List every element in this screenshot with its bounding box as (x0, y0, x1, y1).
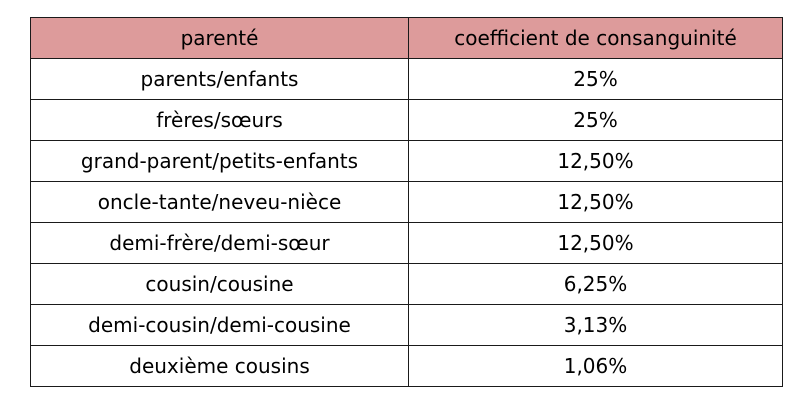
coefficient-cell: 12,50% (408, 181, 783, 223)
table-row: demi-cousin/demi-cousine 3,13% (30, 304, 783, 346)
coefficient-cell: 25% (408, 58, 783, 100)
consanguinity-table-container: parenté coefficient de consanguinité par… (30, 17, 783, 387)
kinship-cell: demi-cousin/demi-cousine (30, 304, 409, 346)
coefficient-cell: 12,50% (408, 140, 783, 182)
table-header: parenté coefficient de consanguinité (30, 17, 783, 59)
coefficient-cell: 12,50% (408, 222, 783, 264)
kinship-cell: deuxième cousins (30, 345, 409, 387)
kinship-cell: grand-parent/petits-enfants (30, 140, 409, 182)
kinship-cell: cousin/cousine (30, 263, 409, 305)
header-coefficient: coefficient de consanguinité (408, 17, 783, 59)
table-row: cousin/cousine 6,25% (30, 263, 783, 305)
table-row: frères/sœurs 25% (30, 99, 783, 141)
consanguinity-table: parenté coefficient de consanguinité par… (30, 17, 783, 387)
kinship-cell: frères/sœurs (30, 99, 409, 141)
table-row: oncle-tante/neveu-nièce 12,50% (30, 181, 783, 223)
table-row: deuxième cousins 1,06% (30, 345, 783, 387)
coefficient-cell: 3,13% (408, 304, 783, 346)
kinship-cell: demi-frère/demi-sœur (30, 222, 409, 264)
kinship-cell: parents/enfants (30, 58, 409, 100)
header-kinship: parenté (30, 17, 409, 59)
table-row: demi-frère/demi-sœur 12,50% (30, 222, 783, 264)
table-body: parents/enfants 25% frères/sœurs 25% gra… (30, 58, 783, 387)
table-row: parents/enfants 25% (30, 58, 783, 100)
header-row: parenté coefficient de consanguinité (30, 17, 783, 59)
coefficient-cell: 6,25% (408, 263, 783, 305)
coefficient-cell: 1,06% (408, 345, 783, 387)
kinship-cell: oncle-tante/neveu-nièce (30, 181, 409, 223)
table-row: grand-parent/petits-enfants 12,50% (30, 140, 783, 182)
coefficient-cell: 25% (408, 99, 783, 141)
